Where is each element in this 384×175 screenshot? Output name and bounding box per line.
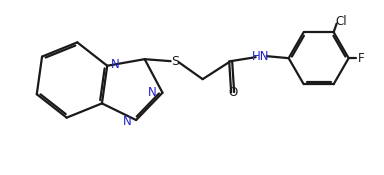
Text: F: F (358, 52, 365, 65)
Text: N: N (123, 115, 132, 128)
Text: N: N (111, 58, 120, 71)
Text: HN: HN (252, 50, 270, 63)
Text: O: O (228, 86, 237, 99)
Text: N: N (148, 86, 157, 99)
Text: S: S (170, 55, 179, 68)
Text: Cl: Cl (336, 15, 348, 28)
